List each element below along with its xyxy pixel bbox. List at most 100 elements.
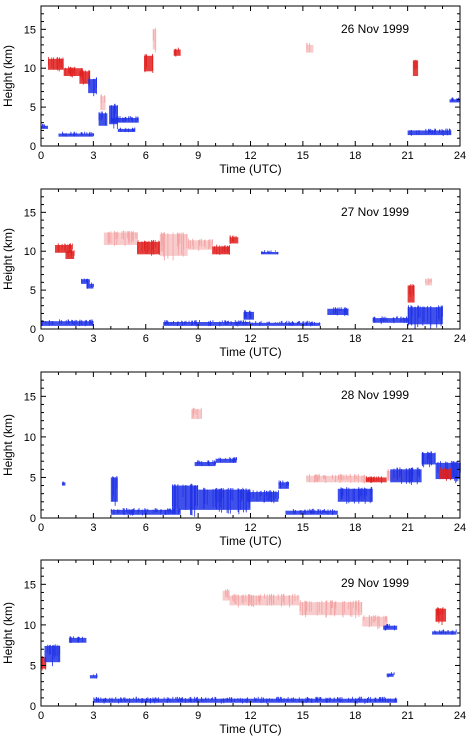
echo-core: [278, 482, 289, 489]
echo-streak: [116, 116, 118, 120]
y-axis-label: Height (km): [1, 414, 15, 476]
echo-streak: [181, 697, 183, 701]
echo-core: [449, 99, 460, 103]
x-axis-label: Time (UTC): [219, 722, 281, 736]
echo-streak: [156, 508, 158, 513]
echo-streak: [178, 321, 180, 324]
echo-streak: [141, 698, 143, 704]
echo-streak: [318, 601, 320, 613]
echo-streak: [100, 697, 102, 701]
x-tick-label: 24: [454, 150, 466, 162]
echo-streak: [410, 284, 412, 297]
echo-streak: [278, 480, 280, 485]
echo-streak: [316, 697, 318, 701]
echo-streak: [169, 508, 171, 513]
echo-streak: [451, 630, 453, 635]
echo-streak: [303, 321, 305, 323]
echo-streak: [244, 698, 246, 702]
echo-streak: [116, 105, 118, 129]
echo-streak: [310, 698, 312, 702]
echo-feature: [432, 629, 457, 635]
echo-streak: [195, 697, 197, 702]
panel-date-label: 29 Nov 1999: [341, 576, 409, 590]
echo-streak: [185, 485, 187, 507]
echo-streak: [334, 307, 336, 313]
echo-streak: [91, 282, 93, 288]
echo-streak: [425, 278, 427, 284]
echo-streak: [236, 321, 238, 324]
echo-streak: [131, 117, 133, 123]
echo-streak: [450, 467, 452, 477]
echo-streak: [268, 250, 270, 254]
echo-core: [229, 595, 300, 606]
echo-streak: [388, 623, 390, 628]
echo-streak: [146, 54, 147, 68]
echo-streak: [257, 696, 259, 701]
echo-streak: [81, 68, 83, 75]
echo-streak: [441, 608, 443, 626]
echo-streak: [152, 697, 154, 702]
echo-streak: [292, 508, 294, 513]
echo-streak: [320, 509, 322, 514]
echo-streak: [306, 320, 308, 324]
echo-streak: [286, 481, 288, 489]
echo-streak: [175, 697, 177, 700]
echo-streak: [266, 594, 268, 606]
echo-streak: [355, 600, 357, 611]
echo-streak: [198, 460, 200, 465]
echo-streak: [69, 133, 71, 136]
echo-streak: [152, 55, 154, 73]
echo-streak: [308, 698, 310, 701]
echo-streak: [229, 697, 230, 701]
echo-streak: [255, 697, 257, 701]
echo-streak: [369, 488, 371, 504]
echo-streak: [293, 322, 294, 325]
echo-streak: [168, 508, 170, 512]
echo-streak: [230, 320, 232, 325]
echo-streak: [259, 595, 261, 605]
echo-streak: [287, 697, 289, 702]
echo-streak: [277, 696, 279, 700]
echo-streak: [249, 594, 251, 605]
echo-streak: [358, 487, 360, 504]
echo-streak: [185, 320, 187, 324]
echo-streak: [291, 322, 293, 326]
echo-streak: [130, 509, 132, 516]
echo-streak: [283, 593, 285, 602]
echo-feature: [229, 235, 239, 244]
x-tick-label: 21: [402, 522, 414, 534]
echo-streak: [308, 601, 310, 612]
echo-streak: [196, 485, 198, 506]
echo-streak: [352, 488, 354, 502]
echo-streak: [290, 697, 292, 701]
echo-streak: [164, 509, 166, 515]
echo-streak: [104, 95, 105, 103]
echo-streak: [224, 320, 226, 323]
echo-streak: [305, 697, 307, 701]
echo-streak: [122, 507, 124, 514]
echo-streak: [203, 240, 205, 247]
echo-streak: [337, 697, 338, 701]
echo-streak: [208, 460, 209, 466]
echo-streak: [294, 593, 296, 602]
echo-streak: [219, 321, 221, 327]
echo-streak: [268, 698, 270, 702]
echo-streak: [339, 475, 341, 483]
echo-core: [327, 308, 349, 315]
echo-feature: [89, 673, 98, 679]
echo-streak: [287, 481, 289, 486]
echo-streak: [212, 460, 214, 464]
echo-streak: [235, 235, 237, 240]
echo-streak: [387, 673, 389, 678]
echo-streak: [72, 636, 74, 640]
echo-streak: [334, 602, 336, 615]
echo-streak: [85, 319, 87, 325]
echo-streak: [101, 111, 103, 119]
echo-streak: [195, 320, 197, 325]
echo-core: [61, 482, 66, 486]
echo-streak: [308, 321, 310, 324]
echo-streak: [289, 322, 291, 325]
echo-feature: [390, 467, 422, 486]
echo-streak: [173, 484, 175, 514]
echo-streak: [52, 645, 53, 667]
